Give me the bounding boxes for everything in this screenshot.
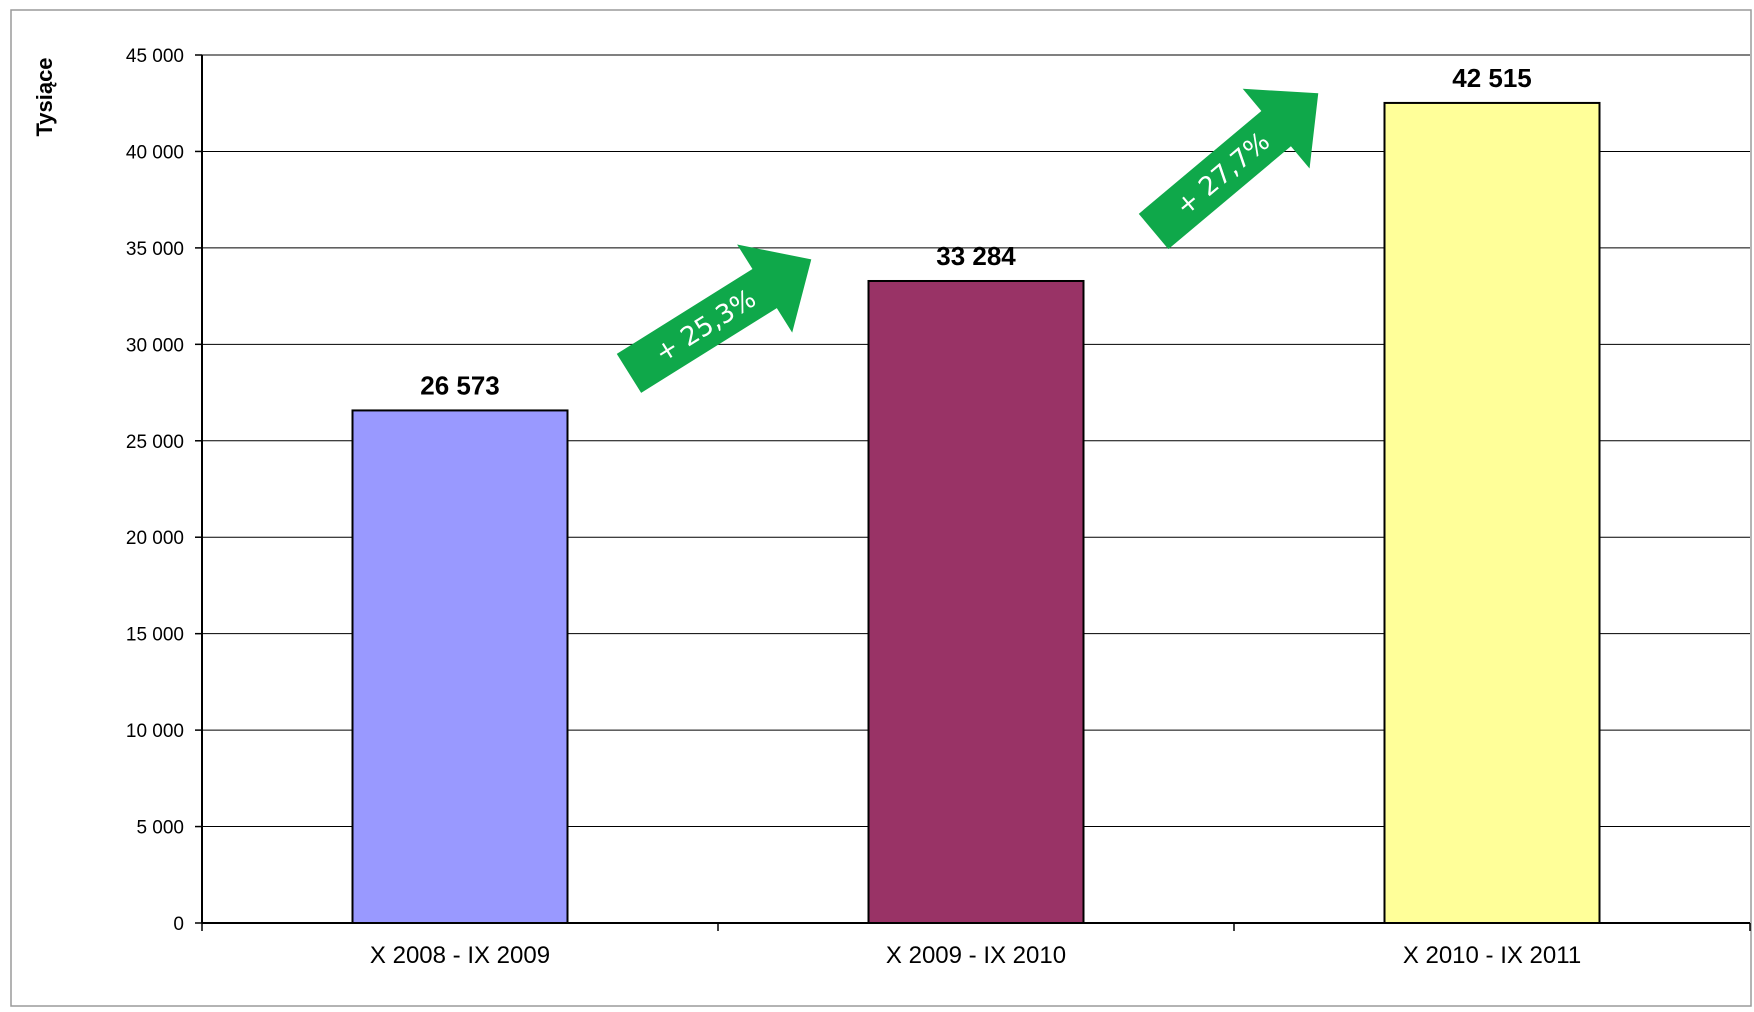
labels: 26 573 X 2008 - IX 2009 33 284 X 2009 - IX …	[370, 63, 1581, 969]
y-axis-ticks: 0 5 000 10 000 15 000 20 000 25 000 30 000 35 0…	[126, 46, 202, 935]
bars	[351, 101, 1601, 925]
y-tick-label: 25 000	[126, 432, 184, 453]
y-tick-label: 45 000	[126, 46, 184, 67]
x-tick-label: X 2009 - IX 2010	[886, 942, 1066, 969]
y-tick-label: 35 000	[126, 239, 184, 260]
data-label: 33 284	[936, 241, 1016, 271]
y-tick-label: 0	[173, 914, 184, 935]
bar	[1383, 101, 1601, 925]
y-tick-label: 5 000	[136, 818, 184, 839]
y-tick-label: 40 000	[126, 142, 184, 163]
axes	[201, 55, 1751, 931]
x-tick-label: X 2010 - IX 2011	[1403, 942, 1581, 969]
y-tick-label: 20 000	[126, 528, 184, 549]
bar	[351, 409, 569, 924]
y-axis-title: Tysiące	[32, 57, 57, 136]
y-tick-label: 30 000	[126, 335, 184, 356]
x-tick-label: X 2008 - IX 2009	[370, 942, 550, 969]
data-label: 26 573	[420, 370, 500, 400]
arrow-shape	[616, 244, 812, 393]
y-tick-label: 15 000	[126, 625, 184, 646]
arrow-shape	[1138, 88, 1319, 250]
bar	[867, 279, 1085, 924]
y-tick-label: 10 000	[126, 721, 184, 742]
data-label: 42 515	[1452, 63, 1532, 93]
